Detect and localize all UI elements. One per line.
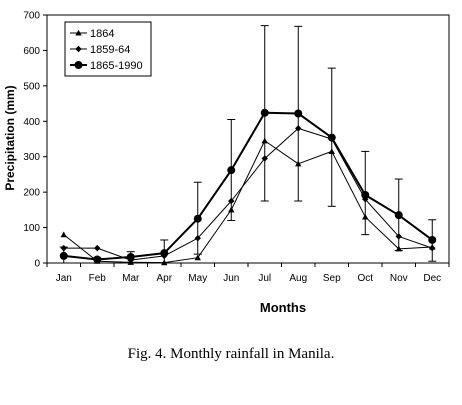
y-tick-label: 600 — [23, 46, 40, 57]
data-point-3 — [59, 251, 68, 260]
data-point-1 — [194, 254, 201, 261]
x-tick-label: Feb — [89, 273, 107, 284]
data-point-3 — [327, 133, 336, 142]
y-tick-label: 100 — [23, 223, 40, 234]
data-point-2 — [295, 125, 302, 132]
x-tick-label: May — [188, 273, 207, 284]
data-point-1 — [60, 231, 67, 238]
data-point-2 — [228, 197, 235, 205]
data-point-1 — [395, 245, 402, 252]
y-tick-label: 200 — [23, 188, 40, 199]
data-point-3 — [294, 109, 303, 118]
data-point-3 — [227, 166, 236, 175]
legend-marker — [75, 29, 82, 36]
x-tick-label: Nov — [390, 273, 408, 284]
x-tick-label: Oct — [357, 273, 373, 284]
data-point-3 — [428, 235, 437, 244]
data-point-1 — [161, 259, 168, 266]
y-tick-label: 300 — [23, 152, 40, 163]
x-tick-label: Jan — [56, 273, 72, 284]
data-point-1 — [261, 137, 268, 144]
data-point-3 — [394, 211, 403, 220]
series-line-3 — [63, 111, 433, 261]
x-tick-label: Mar — [122, 273, 140, 284]
x-tick-label: Aug — [289, 273, 307, 284]
series-line-2 — [63, 127, 433, 261]
data-point-3 — [93, 255, 102, 264]
figure-caption: Fig. 4. Monthly rainfall in Manila. — [127, 346, 335, 362]
y-tick-label: 400 — [23, 117, 40, 128]
y-axis-label: Precipitation (mm) — [3, 85, 17, 190]
data-point-3 — [126, 252, 135, 261]
data-point-2 — [94, 244, 101, 252]
data-point-3 — [260, 108, 269, 117]
x-tick-label: Sep — [323, 273, 341, 284]
data-point-1 — [295, 160, 302, 167]
x-tick-label: Dec — [423, 273, 441, 284]
data-point-2 — [395, 233, 402, 240]
data-point-3 — [193, 214, 202, 223]
legend-marker — [75, 45, 82, 53]
x-tick-label: Jun — [223, 273, 239, 284]
data-point-3 — [160, 249, 169, 258]
legend-label: 1865-1990 — [90, 60, 143, 72]
data-point-1 — [228, 206, 235, 213]
data-point-2 — [261, 155, 268, 162]
y-tick-label: 500 — [23, 81, 40, 92]
series-line-1 — [63, 140, 433, 264]
legend-label: 1859-64 — [90, 44, 130, 56]
y-tick-label: 0 — [34, 259, 40, 270]
x-tick-label: Apr — [156, 273, 172, 284]
data-point-2 — [194, 235, 201, 242]
x-tick-label: Jul — [258, 273, 271, 284]
data-point-3 — [361, 190, 370, 199]
legend-label: 1864 — [90, 28, 114, 40]
data-point-2 — [60, 244, 67, 252]
y-tick-label: 700 — [23, 11, 40, 22]
data-point-1 — [328, 148, 335, 154]
data-point-1 — [362, 213, 369, 220]
legend-marker — [74, 61, 83, 69]
data-point-2 — [429, 244, 436, 252]
x-axis-label: Months — [260, 300, 306, 315]
